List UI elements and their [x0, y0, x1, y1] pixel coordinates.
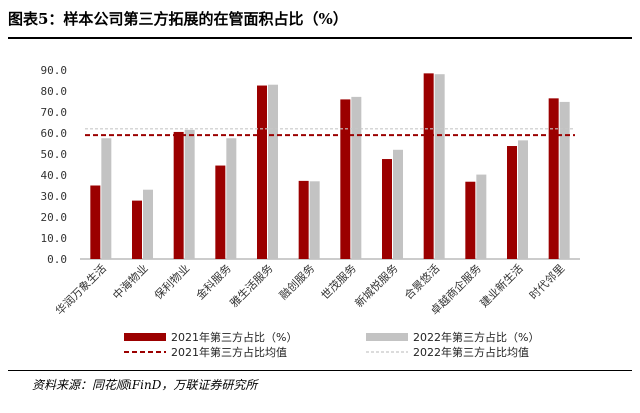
x-category-label: 建业新生活 — [477, 261, 526, 310]
bar-2021 — [298, 180, 309, 259]
source-note: 资料来源：同花顺iFinD，万联证券研究所 — [32, 378, 258, 392]
x-category-label: 融创服务 — [277, 262, 317, 302]
x-category-label: 保利物业 — [151, 261, 192, 302]
bar-2021 — [340, 99, 351, 260]
x-category-label: 时代邻里 — [527, 262, 567, 302]
x-category-label: 中海物业 — [110, 261, 151, 302]
y-tick-label: 20.0 — [41, 211, 68, 224]
bar-2022 — [476, 174, 487, 259]
y-tick-label: 80.0 — [41, 85, 68, 98]
x-category-label: 雅生活服务 — [227, 261, 276, 310]
bar-2021 — [173, 131, 184, 259]
source-rule — [8, 370, 632, 371]
legend-avg-2022-label: 2022年第三方占比均值 — [413, 345, 529, 359]
bar-2021 — [215, 165, 226, 259]
y-tick-label: 30.0 — [41, 190, 68, 203]
legend-2021-swatch — [124, 333, 166, 341]
y-tick-label: 50.0 — [41, 148, 68, 161]
bar-2021 — [382, 159, 392, 259]
legend-2022-swatch — [366, 333, 408, 341]
bar-2022 — [393, 149, 403, 259]
x-category-label: 华润万象生活 — [52, 261, 109, 318]
bar-2022 — [101, 138, 112, 259]
x-category-label: 合景悠活 — [401, 261, 442, 302]
bar-2021 — [423, 73, 434, 259]
bar-2021 — [257, 85, 267, 259]
bar-2022 — [351, 96, 362, 259]
bar-2021 — [548, 98, 559, 259]
bar-2021 — [132, 200, 142, 259]
y-tick-label: 40.0 — [41, 169, 68, 182]
bar-2022 — [226, 138, 237, 259]
bar-2022 — [434, 74, 445, 259]
bar-2021 — [465, 181, 476, 259]
y-tick-label: 0.0 — [47, 253, 67, 266]
title-rule — [8, 37, 632, 39]
bar-chart: 0.0 10.0 20.0 30.0 40.0 50.0 60.0 70.0 80.0 90.0 华… — [41, 64, 580, 359]
y-tick-label: 10.0 — [41, 232, 68, 245]
legend-avg-2021-label: 2021年第三方占比均值 — [171, 345, 287, 359]
bar-2022 — [559, 101, 570, 259]
bar-2021 — [507, 146, 517, 259]
bar-2022 — [184, 129, 195, 259]
x-category-label: 金科服务 — [193, 261, 234, 302]
y-tick-label: 70.0 — [41, 106, 68, 119]
x-category-label: 新城悦服务 — [352, 261, 401, 310]
bar-2022 — [309, 181, 320, 259]
bar-2021 — [90, 185, 101, 259]
y-tick-label: 90.0 — [41, 64, 68, 77]
bar-2022 — [518, 140, 528, 259]
legend-2021-label: 2021年第三方占比（%） — [171, 330, 297, 344]
bar-2022 — [268, 84, 278, 259]
y-tick-label: 60.0 — [41, 127, 68, 140]
x-category-label: 世茂服务 — [318, 261, 359, 302]
legend-2022-label: 2022年第三方占比（%） — [413, 330, 539, 344]
bar-2022 — [143, 189, 153, 259]
chart-title: 图表5：样本公司第三方拓展的在管面积占比（%） — [8, 10, 348, 28]
